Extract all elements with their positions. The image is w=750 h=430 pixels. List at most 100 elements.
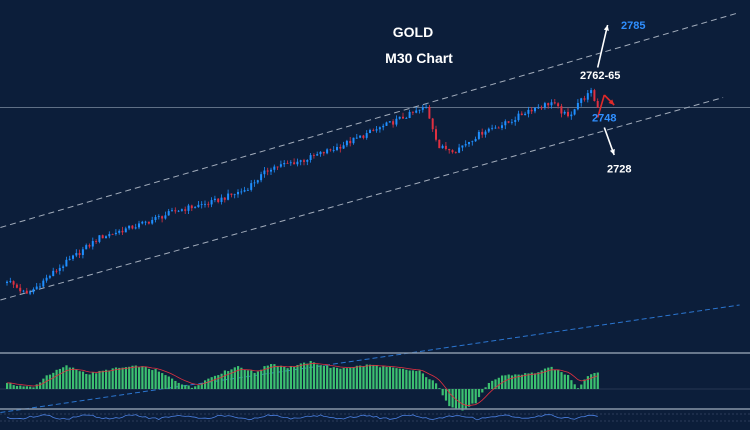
oscillator-2-line (6, 414, 598, 420)
candle-body (194, 207, 197, 209)
candle-body (468, 142, 470, 145)
candle-body (68, 258, 71, 260)
oscillator-bar (316, 364, 319, 389)
oscillator-bar (461, 389, 464, 411)
candle-body (55, 270, 58, 272)
candle-body (345, 140, 348, 146)
oscillator-bar (583, 379, 586, 389)
oscillator-bar (378, 367, 382, 389)
candle-body (88, 245, 91, 247)
candle-body (484, 131, 487, 135)
oscillator-bar (124, 367, 127, 389)
candle-body (72, 255, 74, 259)
oscillator-bar (266, 365, 269, 389)
candle-body (223, 197, 226, 200)
candle-body (560, 106, 563, 114)
oscillator-bar (497, 377, 500, 389)
candle-body (326, 149, 329, 154)
oscillator-bar (276, 365, 279, 389)
candle-body (75, 253, 78, 256)
oscillator-2-panel (0, 413, 750, 422)
oscillator-bar (217, 375, 220, 389)
oscillator-bar (428, 379, 431, 389)
arrow-up-to-2785 (596, 24, 609, 68)
oscillator-bar (223, 370, 226, 389)
oscillator-bar (468, 389, 471, 407)
level-2728-label: 2728 (607, 164, 631, 176)
oscillator-bar (349, 367, 352, 389)
oscillator-bar (184, 385, 187, 389)
candle-body (81, 249, 84, 256)
oscillator-bar (557, 369, 560, 389)
candle-body (461, 145, 464, 148)
oscillator-panel (0, 360, 750, 411)
candle-body (402, 116, 404, 119)
candle-body (204, 203, 206, 205)
candle-body (253, 182, 256, 184)
candle-body (392, 121, 395, 125)
oscillator-bar (293, 366, 296, 389)
candle-body (19, 287, 22, 292)
candle-body (553, 102, 556, 104)
oscillator-bar (576, 388, 580, 389)
oscillator-bar (550, 366, 553, 389)
candle-body (240, 191, 243, 193)
oscillator-bar (19, 385, 22, 389)
oscillator-bar (547, 367, 550, 389)
candle-body (42, 280, 45, 287)
oscillator-bar (65, 365, 68, 389)
arrow-red-up (596, 94, 606, 118)
oscillator-bar (25, 386, 28, 389)
oscillator-bar (504, 375, 507, 389)
candle-body (524, 113, 527, 116)
candle-body (534, 107, 536, 112)
candle-body (296, 161, 299, 165)
oscillator-bar (560, 372, 563, 389)
oscillator-bar (299, 363, 302, 389)
candle-body (95, 241, 98, 242)
oscillator-bar (312, 362, 316, 389)
oscillator-bar (250, 370, 253, 389)
oscillator-bar (329, 367, 332, 389)
oscillator-bar (454, 389, 457, 409)
oscillator-bar (514, 374, 517, 389)
candle-body (101, 235, 104, 239)
candle-body (444, 145, 447, 149)
candle-body (270, 169, 272, 172)
candle-body (438, 139, 441, 149)
chart-title: GOLD (393, 24, 433, 40)
oscillator-bar (161, 373, 164, 389)
oscillator-bar (147, 368, 151, 389)
oscillator-bar (72, 367, 75, 389)
oscillator-bar (339, 368, 342, 389)
candle-body (405, 118, 408, 119)
candle-body (547, 103, 550, 106)
candle-body (543, 103, 546, 108)
oscillator-bar (385, 366, 388, 389)
candle-body (233, 194, 236, 196)
oscillator-bar (128, 366, 131, 389)
candle-body (494, 127, 497, 129)
candle-body (207, 203, 210, 205)
candle-body (62, 266, 65, 268)
candle-body (114, 232, 117, 235)
candle-body (200, 204, 203, 206)
candle-body (111, 234, 114, 235)
oscillator-bar (517, 374, 520, 389)
oscillator-bar (421, 373, 424, 389)
candle-body (124, 228, 127, 233)
oscillator-bar (477, 389, 481, 398)
candle-body (339, 147, 342, 149)
candle-body (573, 109, 576, 115)
oscillator-bar (171, 378, 174, 389)
candle-body (9, 281, 12, 282)
oscillator-bar (95, 373, 98, 389)
oscillator-bar (164, 375, 167, 389)
candle-body (128, 225, 131, 229)
candle-body (481, 131, 484, 135)
candle-body (421, 107, 424, 110)
oscillator-bar (237, 366, 240, 389)
candle-body (260, 174, 263, 181)
oscillator-bar (586, 376, 589, 389)
candle-body (306, 160, 309, 162)
